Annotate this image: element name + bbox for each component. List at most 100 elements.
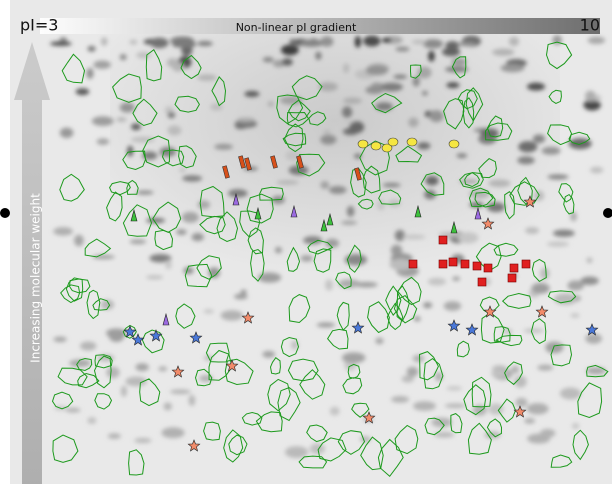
protein-spot [537, 365, 553, 371]
protein-spot [130, 239, 147, 244]
red-square-marker [510, 264, 518, 272]
protein-spot [517, 156, 534, 164]
protein-spot [458, 42, 477, 47]
protein-spot [560, 388, 581, 400]
protein-spot [542, 147, 561, 155]
protein-spot [282, 58, 293, 65]
protein-spot [160, 147, 176, 157]
protein-spot [391, 245, 402, 256]
protein-spot [175, 37, 194, 48]
protein-spot [447, 386, 462, 390]
protein-spot [276, 180, 298, 184]
protein-spot [320, 135, 336, 145]
protein-spot [120, 102, 135, 112]
protein-spot [444, 301, 462, 311]
protein-spot [391, 396, 409, 403]
protein-spot [488, 180, 510, 188]
protein-spot [134, 438, 151, 443]
protein-spot [228, 189, 248, 197]
red-square-marker [409, 260, 417, 268]
protein-spot [347, 206, 355, 217]
yellow-marker [388, 138, 398, 146]
protein-spot [170, 389, 191, 394]
red-square-marker [522, 260, 530, 268]
protein-spot [570, 313, 579, 317]
protein-spot [120, 54, 127, 60]
pi-gradient-title: Non-linear pI gradient [236, 21, 357, 34]
protein-spot [452, 277, 460, 281]
protein-spot [136, 190, 153, 194]
protein-spot [189, 395, 196, 406]
protein-spot [407, 367, 419, 377]
protein-spot [86, 68, 93, 79]
protein-spot [581, 276, 599, 285]
protein-spot [87, 417, 96, 424]
protein-spot [168, 112, 176, 118]
protein-spot [395, 230, 405, 241]
protein-spot [572, 423, 579, 429]
protein-spot [553, 230, 575, 237]
protein-spot [586, 257, 592, 263]
protein-spot [131, 123, 141, 130]
protein-spot [366, 66, 388, 75]
protein-spot [165, 260, 172, 270]
protein-spot [417, 67, 431, 79]
pi-start-label: pI=3 [20, 16, 58, 35]
protein-spot [108, 433, 121, 439]
yellow-marker [371, 142, 381, 150]
protein-spot [428, 51, 435, 62]
protein-spot [164, 402, 172, 410]
protein-spot [234, 294, 248, 300]
protein-spot [301, 255, 313, 262]
protein-spot [53, 227, 73, 235]
red-square-marker [478, 278, 486, 286]
protein-spot [136, 52, 151, 59]
protein-spot [382, 38, 391, 43]
protein-spot [487, 202, 505, 212]
protein-spot [527, 403, 549, 414]
protein-spot [446, 82, 459, 88]
protein-spot [317, 322, 335, 327]
red-square-marker [439, 260, 447, 268]
protein-spot [131, 137, 155, 143]
protein-spot [60, 128, 74, 138]
protein-spot [342, 352, 366, 363]
protein-spot [320, 181, 329, 189]
protein-spot [545, 342, 563, 354]
protein-spot [525, 227, 539, 234]
protein-spot [263, 57, 274, 62]
red-square-marker [449, 258, 457, 266]
protein-spot [300, 39, 323, 46]
protein-spot [74, 235, 84, 247]
protein-spot [413, 401, 436, 411]
protein-spot [527, 83, 545, 91]
protein-spot [183, 267, 193, 274]
protein-spot [93, 61, 111, 69]
red-square-marker [461, 260, 469, 268]
yellow-marker [358, 140, 368, 148]
yellow-marker [407, 138, 417, 146]
protein-spot [329, 186, 347, 194]
protein-spot [547, 241, 569, 247]
protein-spot [403, 235, 426, 240]
protein-spot [488, 403, 503, 414]
protein-spot [121, 386, 127, 397]
protein-spot [310, 443, 325, 454]
protein-spot [429, 110, 443, 122]
protein-spot [382, 183, 400, 187]
protein-spot [456, 153, 467, 158]
protein-spot [342, 107, 352, 118]
protein-spot [509, 37, 519, 46]
protein-spot [197, 200, 210, 209]
protein-spot [179, 168, 186, 173]
protein-spot [588, 37, 606, 44]
protein-spot [458, 232, 479, 243]
protein-spot [395, 47, 409, 52]
protein-spot [492, 49, 514, 56]
protein-spot [323, 130, 330, 135]
protein-spot [92, 116, 114, 126]
protein-spot [375, 338, 383, 345]
protein-spot [330, 407, 340, 416]
protein-spot [268, 101, 274, 107]
protein-spot [150, 38, 169, 49]
